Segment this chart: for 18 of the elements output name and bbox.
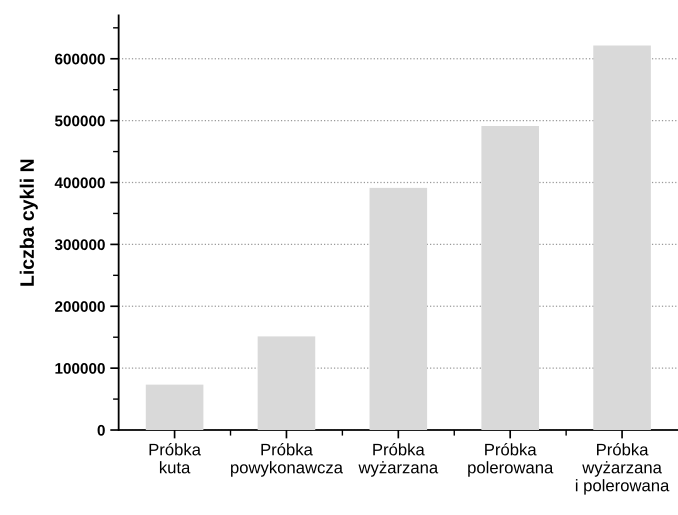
y-tick-label: 600000 — [55, 54, 105, 64]
y-tick-label: 200000 — [55, 301, 105, 312]
x-tick-label: Próbka polerowana — [468, 443, 554, 477]
x-tick-label: Próbka wyżarzana — [358, 443, 438, 477]
y-tick-label: 100000 — [55, 363, 105, 374]
x-tick-label: Próbka kuta — [150, 443, 201, 474]
bar — [258, 336, 316, 430]
y-tick-label: 500000 — [54, 116, 105, 126]
bar — [593, 46, 651, 430]
x-tick-label: Próbka wyżarzana i polerowana — [576, 443, 670, 495]
y-axis-title: Liczba cykli N — [20, 160, 38, 286]
bar — [481, 126, 539, 430]
y-tick-label: 300000 — [54, 239, 105, 250]
bar — [146, 384, 204, 430]
x-tick-label: Próbka powykonawcza — [231, 443, 343, 477]
y-tick-label: 400000 — [54, 177, 105, 188]
y-tick-label: 0 — [98, 424, 105, 436]
bar — [370, 188, 428, 430]
